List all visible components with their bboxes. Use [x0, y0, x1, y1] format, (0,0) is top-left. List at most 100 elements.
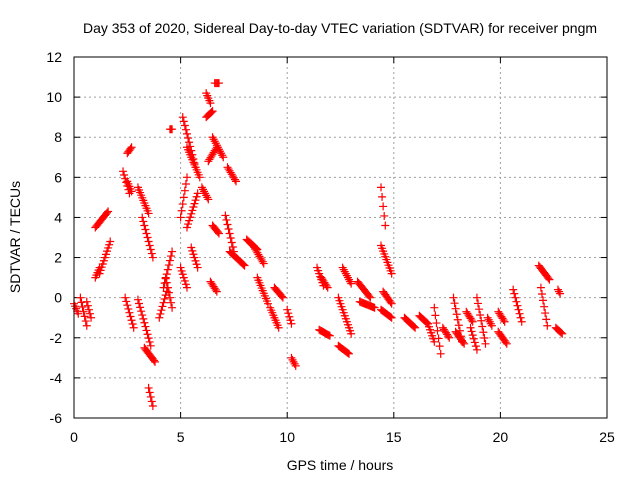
- data-point: [259, 259, 268, 268]
- data-point: [165, 256, 174, 265]
- data-point: [139, 217, 148, 226]
- data-point: [422, 318, 431, 327]
- data-point: [186, 213, 195, 222]
- data-point: [212, 141, 221, 150]
- data-point: [454, 321, 463, 330]
- data-point: [125, 308, 134, 317]
- y-axis-label: SDTVAR / TECUs: [7, 181, 23, 293]
- data-point: [190, 253, 199, 262]
- data-point: [195, 173, 204, 182]
- data-point: [179, 193, 188, 202]
- data-point: [142, 229, 151, 238]
- data-point: [386, 312, 395, 321]
- data-point: [188, 206, 197, 215]
- data-point: [181, 180, 190, 189]
- data-point: [120, 170, 129, 179]
- data-point: [345, 349, 354, 358]
- data-point: [157, 306, 166, 315]
- data-point: [288, 355, 297, 364]
- data-point: [499, 316, 508, 325]
- data-point: [468, 317, 477, 326]
- data-point: [346, 277, 355, 286]
- data-point: [277, 292, 286, 301]
- data-point: [162, 270, 171, 279]
- data-point: [366, 293, 375, 302]
- data-point: [536, 283, 545, 292]
- data-point: [147, 397, 156, 406]
- data-point: [323, 283, 332, 292]
- data-point: [218, 151, 227, 160]
- data-point: [324, 331, 333, 340]
- data-point: [325, 331, 334, 340]
- data-point: [185, 138, 194, 147]
- data-point: [444, 332, 453, 341]
- data-point: [537, 289, 546, 298]
- data-point: [144, 237, 153, 246]
- data-point: [211, 285, 220, 294]
- data-point: [511, 293, 520, 302]
- data-point: [387, 299, 396, 308]
- data-point: [146, 341, 155, 350]
- data-point: [184, 220, 193, 229]
- data-point: [127, 187, 136, 196]
- data-point: [138, 213, 147, 222]
- data-point: [501, 338, 510, 347]
- data-point: [139, 314, 148, 323]
- data-point: [386, 298, 395, 307]
- data-point: [410, 322, 419, 331]
- data-point: [210, 137, 219, 146]
- data-point: [167, 252, 176, 261]
- x-tick-label: 10: [279, 429, 295, 445]
- y-tick-label: 4: [54, 209, 62, 225]
- data-point: [432, 319, 441, 328]
- data-point: [477, 316, 486, 325]
- data-point: [284, 309, 293, 318]
- data-point: [164, 261, 173, 270]
- data-point: [149, 356, 158, 365]
- data-point: [179, 273, 188, 282]
- data-point: [322, 281, 331, 290]
- data-point: [161, 273, 170, 282]
- data-point: [544, 274, 553, 283]
- data-point: [545, 275, 554, 284]
- data-point: [182, 223, 191, 232]
- data-point: [283, 305, 292, 314]
- data-point: [553, 285, 562, 294]
- data-point: [178, 200, 187, 209]
- data-point: [474, 299, 483, 308]
- data-point: [177, 206, 186, 215]
- data-point: [133, 295, 142, 304]
- data-point: [176, 213, 185, 222]
- data-point: [228, 243, 237, 252]
- data-point: [137, 307, 146, 316]
- data-point: [135, 299, 144, 308]
- data-point: [377, 183, 386, 192]
- data-point: [342, 271, 351, 280]
- data-point: [82, 297, 91, 306]
- data-point: [510, 289, 519, 298]
- data-point: [163, 283, 172, 292]
- data-point: [204, 195, 213, 204]
- data-point: [180, 121, 189, 130]
- data-point: [214, 145, 223, 154]
- data-point: [207, 108, 216, 117]
- data-point: [341, 269, 350, 278]
- data-point: [467, 327, 476, 336]
- data-point: [479, 328, 488, 337]
- data-point: [74, 309, 83, 318]
- data-point: [433, 326, 442, 335]
- data-point: [467, 316, 476, 325]
- data-point: [211, 139, 220, 148]
- data-point: [472, 293, 481, 302]
- data-point: [381, 221, 390, 230]
- data-point: [258, 257, 267, 266]
- y-tick-label: -6: [50, 410, 63, 426]
- data-point: [451, 304, 460, 313]
- data-point: [226, 234, 235, 243]
- data-point: [167, 298, 176, 307]
- data-point: [287, 353, 296, 362]
- x-axis-label: GPS time / hours: [287, 457, 394, 473]
- data-point: [78, 303, 87, 312]
- data-point: [129, 323, 138, 332]
- data-point: [83, 301, 92, 310]
